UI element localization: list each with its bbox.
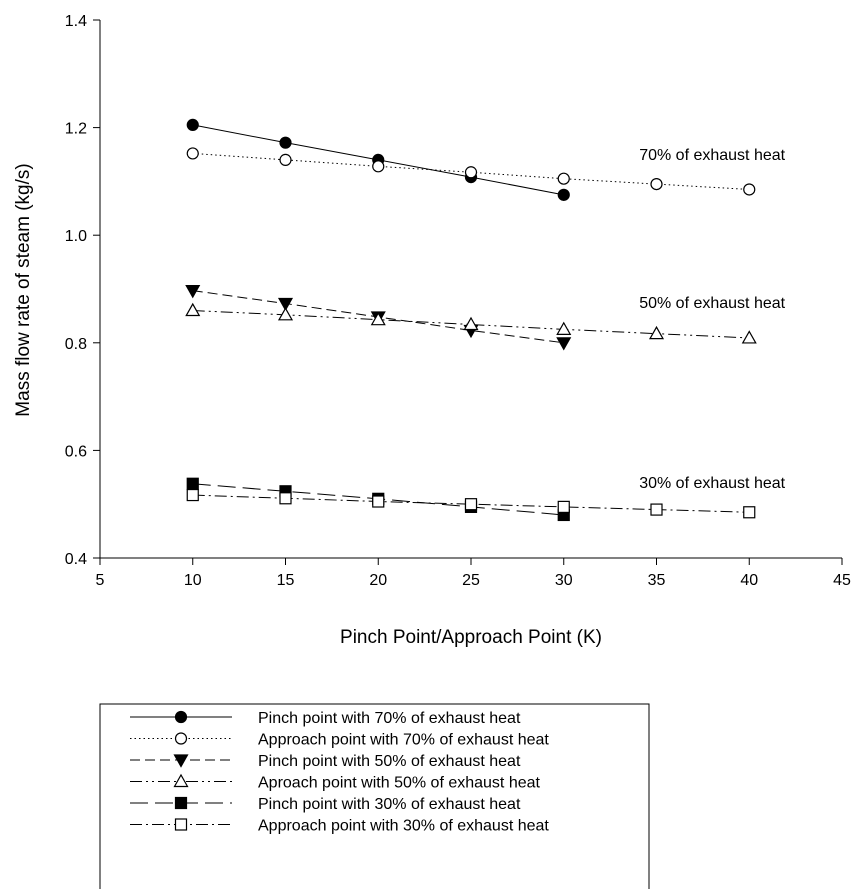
y-tick-label: 1.2	[65, 121, 87, 138]
x-tick-label: 15	[277, 572, 295, 589]
data-point	[279, 492, 292, 505]
y-tick-label: 0.4	[65, 551, 87, 568]
data-point	[650, 177, 663, 191]
data-point	[277, 307, 294, 321]
legend-entry: Pinch point with 50% of exhaust heat	[130, 753, 521, 770]
data-point	[185, 285, 201, 299]
y-tick-label: 0.6	[65, 443, 87, 460]
x-tick-label: 40	[740, 572, 758, 589]
data-point	[277, 297, 294, 312]
data-point	[648, 325, 665, 340]
x-tick-label: 45	[833, 572, 851, 589]
x-tick-label: 20	[369, 572, 387, 589]
legend-marker	[174, 796, 188, 810]
data-point	[186, 147, 199, 160]
legend-entry: Approach point with 30% of exhaust heat	[130, 818, 549, 835]
data-point	[741, 330, 757, 344]
series-layer	[185, 118, 757, 522]
data-point	[557, 188, 570, 201]
data-point	[743, 506, 756, 519]
data-point	[464, 498, 478, 511]
legend-label: Pinch point with 70% of exhaust heat	[258, 710, 521, 727]
data-point	[556, 337, 572, 351]
y-tick-label: 0.8	[65, 336, 87, 353]
y-axis-label: Mass flow rate of steam (kg/s)	[13, 163, 34, 416]
axes: 5 10 15 20 25 30 35 40 45 0.4 0.6 0.8 1.0 1.2 1.4	[65, 13, 851, 589]
legend: Pinch point with 70% of exhaust heat Appr…	[99, 703, 650, 889]
data-point	[186, 477, 199, 490]
series-2	[186, 147, 756, 196]
data-point	[557, 500, 570, 513]
x-tick-label: 30	[555, 572, 573, 589]
x-tick-label: 35	[648, 572, 666, 589]
data-point	[372, 160, 385, 173]
legend-marker	[173, 773, 189, 788]
legend-label: Approach point with 30% of exhaust heat	[258, 818, 549, 835]
y-tick-label: 1.0	[65, 228, 87, 245]
legend-marker	[173, 754, 189, 768]
legend-label: Pinch point with 50% of exhaust heat	[258, 753, 521, 770]
annotation-label: 30% of exhaust heat	[639, 475, 785, 492]
series-1	[186, 118, 570, 201]
legend-label: Pinch point with 30% of exhaust heat	[258, 796, 521, 813]
data-point	[464, 166, 478, 179]
series-4	[185, 302, 757, 344]
legend-marker	[174, 732, 188, 745]
data-point	[557, 172, 570, 185]
data-point	[650, 503, 663, 516]
annotation-layer: 70% of exhaust heat 50% of exhaust heat 30…	[639, 147, 785, 492]
data-point	[743, 183, 756, 196]
annotation-label: 70% of exhaust heat	[639, 147, 785, 164]
legend-marker	[174, 818, 188, 831]
data-point	[186, 118, 199, 132]
data-point	[186, 488, 199, 502]
data-point	[185, 302, 201, 317]
legend-label: Aproach point with 50% of exhaust heat	[258, 775, 541, 792]
series-6	[186, 488, 756, 519]
data-point	[463, 316, 479, 331]
data-point	[370, 311, 386, 326]
legend-entry: Aproach point with 50% of exhaust heat	[130, 773, 541, 792]
legend-entry: Pinch point with 30% of exhaust heat	[130, 796, 521, 813]
annotation-label: 50% of exhaust heat	[639, 295, 785, 312]
legend-box	[99, 703, 650, 889]
data-point	[279, 136, 292, 149]
y-tick-label: 1.4	[65, 13, 87, 30]
legend-entry: Pinch point with 70% of exhaust heat	[130, 710, 521, 727]
legend-entry: Approach point with 70% of exhaust heat	[130, 732, 549, 749]
x-tick-label: 10	[184, 572, 202, 589]
data-point	[372, 495, 385, 508]
x-tick-label: 25	[462, 572, 480, 589]
legend-label: Approach point with 70% of exhaust heat	[258, 732, 549, 749]
data-point	[279, 153, 292, 166]
x-tick-label: 5	[96, 572, 105, 589]
legend-marker	[174, 710, 188, 724]
x-axis-label: Pinch Point/Approach Point (K)	[340, 627, 602, 648]
data-point	[556, 321, 572, 335]
